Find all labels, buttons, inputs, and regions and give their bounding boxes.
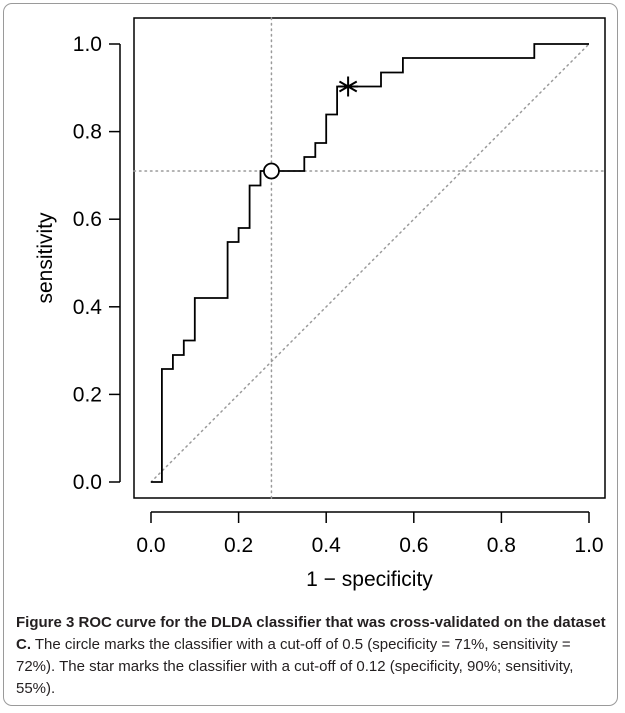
roc-curve-line bbox=[151, 43, 589, 483]
y-tick-label: 0.8 bbox=[73, 121, 102, 144]
y-tick-label: 0.2 bbox=[73, 383, 102, 406]
chance-diagonal-line bbox=[150, 43, 590, 483]
x-axis: 0.0 0.2 0.4 0.6 0.8 1.0 bbox=[136, 511, 604, 557]
figure-caption: Figure 3 ROC curve for the DLDA classifi… bbox=[16, 612, 612, 700]
y-tick-label: 0.0 bbox=[73, 471, 102, 494]
plot-area-border bbox=[133, 17, 606, 499]
y-tick-label: 1.0 bbox=[73, 33, 102, 56]
x-tick-label: 0.4 bbox=[312, 534, 342, 557]
y-tick-label: 0.6 bbox=[73, 208, 102, 231]
markers bbox=[263, 76, 359, 180]
x-tick-label: 0.6 bbox=[399, 534, 428, 557]
figure-frame bbox=[3, 3, 618, 706]
roc-chart: 0.0 0.2 0.4 0.6 0.8 1.0 0.0 0.2 0.4 0.6 0.8 1.0 1 … bbox=[34, 17, 606, 591]
x-tick-label: 1.0 bbox=[574, 534, 603, 557]
x-axis-label: 1 − specificity bbox=[306, 568, 433, 591]
circle-marker bbox=[263, 162, 280, 180]
caption-label: Figure 3 ROC curve for the DLDA classifi… bbox=[16, 614, 606, 653]
y-axis-label: sensitivity bbox=[34, 212, 57, 304]
x-tick-label: 0.2 bbox=[224, 534, 253, 557]
y-tick-label: 0.4 bbox=[73, 296, 103, 319]
x-tick-label: 0.8 bbox=[487, 534, 516, 557]
star-marker bbox=[338, 76, 359, 97]
caption-text: The circle marks the classifier with a c… bbox=[16, 636, 574, 697]
y-axis: 0.0 0.2 0.4 0.6 0.8 1.0 bbox=[73, 33, 121, 494]
x-tick-label: 0.0 bbox=[136, 534, 165, 557]
